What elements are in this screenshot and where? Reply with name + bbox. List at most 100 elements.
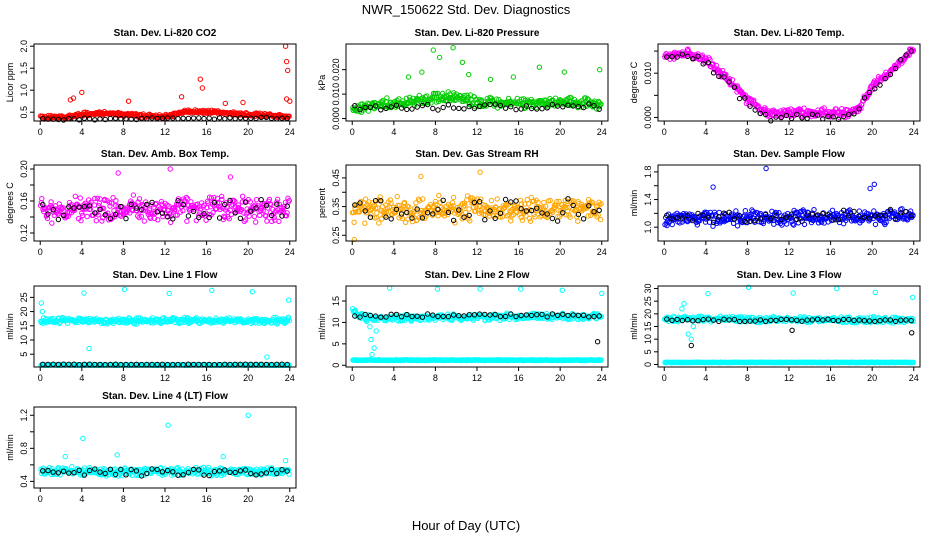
data-point: [216, 115, 223, 121]
data-point: [371, 345, 377, 351]
data-point: [284, 210, 290, 216]
data-point: [829, 207, 836, 214]
data-point: [413, 200, 419, 206]
data-point: [380, 97, 386, 104]
data-point: [100, 205, 107, 212]
data-point: [287, 98, 293, 104]
data-point: [121, 286, 128, 293]
data-point: [534, 205, 540, 211]
x-tick-label: 20: [555, 127, 565, 137]
data-point: [523, 103, 530, 109]
y-tick-label: 10: [331, 317, 341, 327]
data-point: [55, 116, 62, 123]
data-point: [269, 218, 275, 225]
data-point: [794, 111, 800, 118]
data-point: [352, 202, 358, 208]
data-point: [450, 194, 457, 201]
data-point: [174, 212, 181, 218]
data-point: [48, 199, 54, 205]
data-point: [494, 196, 500, 202]
data-point: [388, 216, 394, 222]
y-axis: 0.51.01.52.0: [19, 40, 34, 119]
data-point: [536, 64, 543, 70]
data-point: [795, 107, 801, 113]
data-point: [282, 43, 289, 49]
figure-xlabel: Hour of Day (UTC): [412, 518, 520, 533]
y-tick-label: 0.45: [331, 169, 341, 187]
data-point: [598, 101, 604, 107]
chart-title: Stan. Dev. Sample Flow: [733, 149, 845, 160]
data-point: [705, 290, 711, 297]
data-point: [380, 203, 386, 210]
data-point: [93, 218, 100, 224]
data-point: [778, 216, 784, 223]
data-point: [398, 105, 405, 111]
data-point: [851, 111, 857, 117]
data-point: [401, 199, 408, 206]
y-tick-label: 5: [19, 352, 29, 357]
data-point: [248, 115, 254, 121]
data-point: [594, 106, 600, 112]
data-point: [49, 220, 55, 226]
data-point: [461, 106, 467, 112]
x-tick-label: 20: [555, 373, 565, 383]
data-point: [135, 199, 141, 205]
x-tick-label: 8: [121, 373, 126, 383]
data-point: [549, 215, 556, 222]
data-point: [441, 213, 448, 219]
figure-title: NWR_150622 Std. Dev. Diagnostics: [362, 2, 571, 17]
data-point: [59, 206, 65, 212]
data-point: [60, 212, 67, 219]
data-point: [430, 47, 436, 53]
data-point: [435, 107, 441, 113]
data-point: [877, 82, 883, 88]
data-point: [219, 193, 225, 200]
data-point: [664, 54, 670, 60]
data-point: [434, 286, 441, 292]
data-point: [369, 351, 375, 358]
data-point: [690, 323, 696, 330]
data-point: [222, 201, 228, 208]
data-point: [362, 196, 369, 202]
data-point: [690, 56, 696, 62]
data-point: [419, 102, 426, 109]
data-point: [898, 57, 904, 63]
data-point: [570, 202, 576, 209]
data-point: [681, 301, 687, 307]
data-point: [351, 236, 357, 243]
data-point: [664, 212, 670, 219]
data-point: [590, 200, 596, 206]
data-point: [242, 217, 249, 223]
data-point: [274, 201, 280, 207]
x-tick-label: 8: [745, 247, 750, 257]
data-point: [133, 205, 140, 211]
data-point: [393, 102, 400, 109]
data-point: [370, 100, 376, 106]
x-tick-label: 20: [243, 127, 253, 137]
data-point: [535, 199, 541, 206]
data-point: [107, 115, 114, 122]
data-point: [742, 218, 748, 225]
data-point: [811, 207, 817, 213]
y-tick-label: 0.5: [19, 106, 29, 119]
data-point: [367, 104, 374, 111]
data-point: [525, 201, 532, 207]
data-point: [867, 185, 873, 192]
data-point: [734, 223, 741, 229]
data-point: [383, 214, 389, 220]
y-tick-label: 0.010: [643, 62, 653, 85]
chart-title: Stan. Dev. Li-820 CO2: [114, 28, 217, 39]
data-point: [257, 212, 263, 219]
plot-frame: [33, 285, 297, 368]
data-point: [232, 210, 238, 216]
data-point: [260, 207, 266, 214]
data-point: [595, 212, 601, 218]
data-point: [594, 339, 601, 345]
data-point: [467, 218, 473, 224]
data-point: [430, 105, 436, 112]
series-all-data: [350, 45, 604, 115]
data-point: [493, 96, 500, 102]
data-point: [286, 297, 292, 303]
